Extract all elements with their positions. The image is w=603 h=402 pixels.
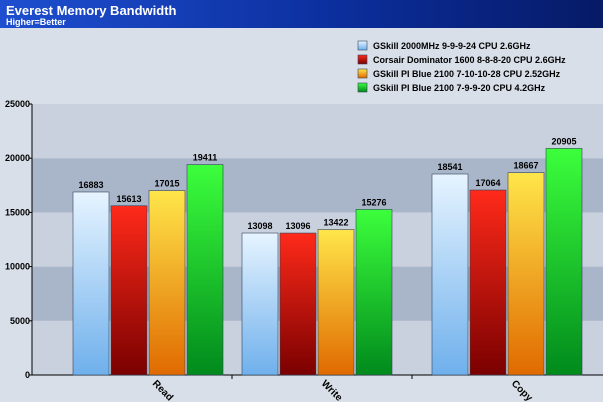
bar-value-label: 19411 [193,153,218,163]
bar-value-label: 20905 [551,136,576,146]
bar-value-label: 13096 [285,221,310,231]
legend-swatch [357,68,368,79]
legend-swatch [357,54,368,65]
legend-label: GSkill PI Blue 2100 7-10-10-28 CPU 2.52G… [373,69,561,79]
bar [507,172,545,376]
header-bar [0,0,603,28]
chart-title: Everest Memory Bandwidth [6,3,177,18]
bar-value-label: 17015 [154,179,179,189]
y-tick-label: 10000 [5,262,30,272]
bar-value-label: 16883 [78,180,103,190]
legend: GSkill 2000MHz 9-9-9-24 CPU 2.6GHz Corsai… [357,40,566,93]
y-tick-label: 25000 [5,99,30,109]
y-tick-label: 15000 [5,207,30,217]
bar [317,229,355,376]
bar-value-label: 18667 [513,161,538,171]
data-labels: 16883 15613 17015 19411 13098 13096 13422 15276… [78,136,576,231]
x-category-label: Read [150,378,175,402]
bar [72,191,110,376]
y-tick-label: 20000 [5,153,30,163]
bar [186,164,224,376]
bar-value-label: 15613 [116,194,141,204]
bar [545,148,583,376]
bar [148,190,186,376]
bars [72,148,583,376]
chart-subtitle: Higher=Better [6,17,66,27]
legend-label: GSkill 2000MHz 9-9-9-24 CPU 2.6GHz [373,41,531,51]
y-tick-label: 0 [25,370,30,380]
bar [241,232,279,376]
x-category-label: Write [319,378,345,402]
x-category-label: Copy [509,378,535,402]
legend-label: GSkill PI Blue 2100 7-9-9-20 CPU 4.2GHz [373,83,546,93]
bar-value-label: 17064 [475,178,500,188]
bar-value-label: 13098 [247,221,272,231]
bar-value-label: 13422 [323,218,348,228]
bar [279,232,317,376]
bar [355,209,393,376]
legend-swatch [357,82,368,93]
bar [431,173,469,376]
bar [110,205,148,376]
bar-value-label: 18541 [437,162,462,172]
plot-band [32,104,603,159]
legend-swatch [357,40,368,51]
legend-label: Corsair Dominator 1600 8-8-8-20 CPU 2.6G… [373,55,566,65]
bar [469,189,507,376]
y-tick-label: 5000 [10,316,30,326]
bar-value-label: 15276 [361,197,386,207]
